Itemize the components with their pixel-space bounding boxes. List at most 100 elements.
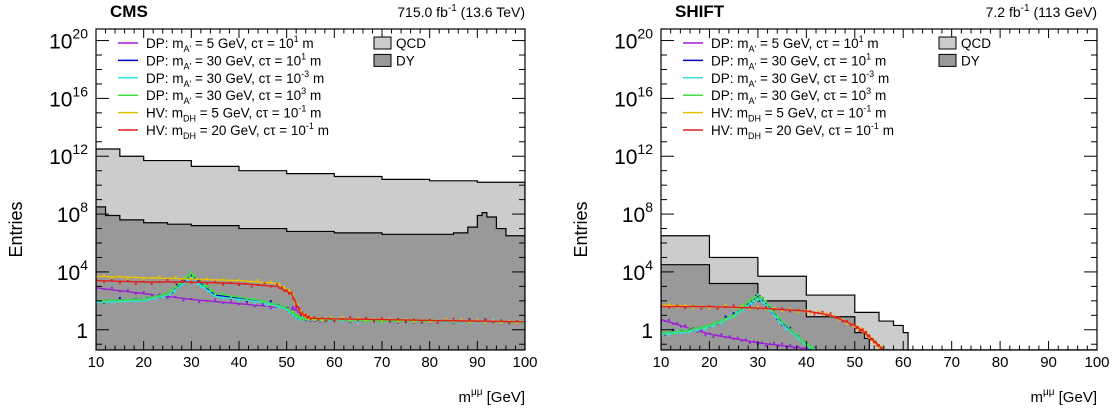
- signal-point: [878, 344, 880, 347]
- signal-point: [150, 283, 153, 286]
- signal-point: [238, 303, 240, 306]
- signal-point: [299, 312, 302, 315]
- signal-point: [118, 301, 121, 304]
- signal-point: [301, 315, 304, 318]
- signal-point: [298, 315, 301, 318]
- signal-point: [191, 276, 194, 279]
- signal-point: [508, 322, 511, 325]
- signal-point: [460, 322, 463, 325]
- signal-point: [296, 303, 299, 306]
- signal-point: [288, 289, 291, 292]
- signal-point: [174, 281, 177, 284]
- signal-point: [168, 289, 171, 292]
- signal-point: [303, 315, 306, 318]
- y-tick-label: 104: [622, 257, 653, 285]
- signal-point: [341, 316, 344, 319]
- signal-point: [191, 274, 194, 277]
- signal-point: [265, 304, 268, 307]
- signal-point: [146, 295, 149, 298]
- signal-point: [728, 335, 731, 338]
- signal-point: [295, 304, 298, 307]
- signal-point: [283, 290, 286, 293]
- signal-point: [214, 280, 217, 283]
- luminosity-label: 7.2 fb-1 (113 GeV): [986, 3, 1097, 20]
- signal-point: [190, 276, 193, 279]
- signal-point: [500, 321, 503, 324]
- signal-point: [292, 294, 295, 297]
- signal-point: [747, 299, 750, 302]
- signal-point: [253, 298, 256, 301]
- signal-point: [182, 299, 185, 302]
- signal-point: [684, 324, 687, 327]
- legend-label-2: DP: mA' = 30 GeV, cτ = 10-3 m: [146, 69, 324, 89]
- signal-point: [753, 301, 756, 304]
- signal-point: [154, 297, 157, 300]
- legend-label-dy: DY: [396, 53, 415, 68]
- signal-point: [484, 321, 487, 324]
- signal-point: [158, 275, 161, 278]
- signal-point: [801, 348, 804, 350]
- x-tick-label: 90: [469, 354, 486, 371]
- signal-point: [860, 327, 863, 330]
- signal-point: [769, 309, 771, 312]
- signal-point: [747, 305, 750, 308]
- signal-point: [750, 297, 753, 300]
- signal-point: [185, 278, 188, 281]
- signal-point: [301, 317, 304, 320]
- x-tick-label: 40: [798, 354, 815, 371]
- signal-point: [756, 295, 759, 298]
- signal-point: [873, 339, 876, 342]
- signal-point: [484, 318, 487, 321]
- signal-point: [672, 322, 675, 325]
- signal-point: [680, 332, 683, 335]
- signal-point: [292, 314, 295, 317]
- signal-point: [704, 333, 707, 336]
- signal-point: [878, 346, 880, 349]
- signal-point: [166, 279, 169, 282]
- signal-point: [863, 331, 866, 334]
- signal-point: [321, 317, 324, 320]
- legend-swatch-qcd: [938, 36, 957, 50]
- signal-point: [309, 318, 312, 321]
- signal-point: [428, 321, 431, 324]
- signal-point: [199, 285, 202, 288]
- signal-point: [118, 275, 121, 278]
- signal-point: [118, 297, 121, 300]
- signal-point: [126, 298, 129, 301]
- signal-point: [230, 296, 233, 299]
- signal-point: [813, 313, 816, 316]
- signal-point: [420, 321, 423, 324]
- signal-point: [207, 284, 210, 287]
- signal-point: [756, 293, 759, 296]
- signal-point: [150, 276, 153, 279]
- signal-point: [793, 331, 796, 334]
- signal-point: [293, 314, 296, 317]
- signal-point: [206, 299, 209, 302]
- signal-point: [712, 335, 715, 338]
- signal-point: [476, 322, 479, 325]
- signal-point: [126, 289, 129, 292]
- signal-point: [748, 305, 751, 308]
- signal-point: [801, 339, 804, 342]
- signal-point: [193, 274, 196, 277]
- y-tick-label: 1020: [614, 26, 653, 54]
- signal-point: [110, 279, 113, 282]
- signal-point: [269, 285, 272, 288]
- x-tick-label: 40: [231, 354, 248, 371]
- signal-point: [168, 293, 171, 296]
- signal-point: [154, 293, 157, 296]
- signal-point: [298, 307, 301, 310]
- y-tick-label: 1016: [614, 83, 653, 111]
- signal-point: [748, 301, 751, 304]
- signal-point: [708, 332, 711, 335]
- signal-point: [207, 290, 210, 293]
- signal-point: [781, 321, 784, 324]
- signal-point: [296, 310, 299, 313]
- signal-point: [516, 320, 519, 323]
- signal-point: [789, 329, 792, 332]
- signal-point: [250, 280, 253, 283]
- signal-point: [245, 298, 248, 301]
- signal-point: [357, 316, 360, 319]
- signal-point: [222, 301, 225, 304]
